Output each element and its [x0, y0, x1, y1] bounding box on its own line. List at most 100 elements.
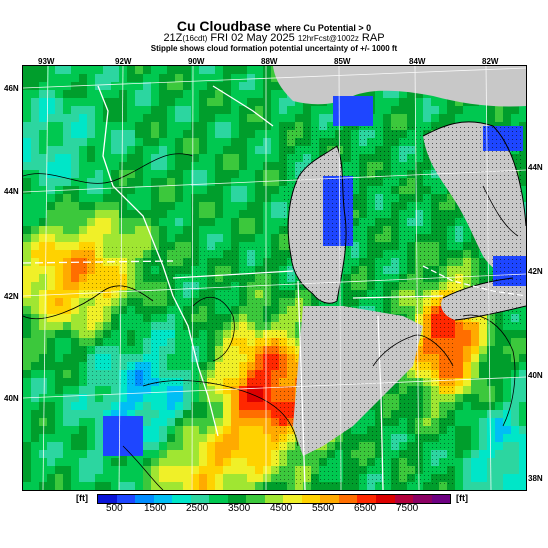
grid-cell [127, 130, 135, 138]
grid-cell [471, 402, 479, 410]
grid-cell [39, 90, 47, 98]
grid-cell [111, 82, 119, 90]
grid-cell [207, 226, 215, 234]
grid-cell [503, 106, 511, 114]
grid-cell [519, 330, 526, 338]
grid-cell [223, 74, 231, 82]
grid-cell [79, 234, 87, 242]
grid-cell [63, 218, 71, 226]
grid-cell [39, 322, 47, 330]
grid-cell [119, 106, 127, 114]
grid-cell [223, 138, 231, 146]
grid-cell [47, 210, 55, 218]
grid-cell [47, 234, 55, 242]
grid-cell [31, 90, 39, 98]
grid-cell [111, 122, 119, 130]
grid-cell [271, 186, 279, 194]
grid-cell [239, 442, 247, 450]
grid-cell [167, 178, 175, 186]
grid-cell [31, 450, 39, 458]
grid-cell [87, 474, 95, 482]
grid-cell [111, 130, 119, 138]
grid-cell [175, 98, 183, 106]
grid-cell [503, 330, 511, 338]
contour [122, 445, 164, 490]
grid-cell [511, 418, 519, 426]
grid-cell [375, 90, 383, 98]
grid-cell [87, 90, 95, 98]
grid-cell [79, 386, 87, 394]
colorbar [97, 494, 451, 504]
grid-cell [79, 442, 87, 450]
grid-cell [263, 218, 271, 226]
grid-cell [167, 138, 175, 146]
grid-cell [23, 74, 31, 82]
grid-cell [263, 466, 271, 474]
grid-cell [471, 474, 479, 482]
mi-oh-border [352, 295, 444, 299]
grid-cell [175, 450, 183, 458]
grid-cell [287, 106, 295, 114]
grid-cell [71, 314, 79, 322]
grid-cell [223, 66, 231, 74]
grid-cell [95, 418, 103, 426]
grid-cell [119, 186, 127, 194]
grid-cell [231, 410, 239, 418]
grid-cell [263, 90, 271, 98]
grid-cell [167, 458, 175, 466]
grid-cell [39, 242, 47, 250]
grid-cell [239, 82, 247, 90]
grid-cell [55, 418, 63, 426]
grid-cell [263, 122, 271, 130]
grid-cell [183, 154, 191, 162]
grid-cell [247, 194, 255, 202]
grid-cell [143, 394, 151, 402]
grid-cell [183, 418, 191, 426]
grid-cell [87, 418, 95, 426]
grid-cell [111, 386, 119, 394]
grid-cell [271, 114, 279, 122]
grid-cell [151, 178, 159, 186]
grid-cell [183, 170, 191, 178]
grid-cell [231, 170, 239, 178]
lon-label: 85W [334, 57, 351, 66]
grid-cell [463, 426, 471, 434]
grid-cell [63, 362, 71, 370]
grid-cell [231, 386, 239, 394]
grid-cell [503, 346, 511, 354]
grid-cell [175, 418, 183, 426]
grid-cell [511, 378, 519, 386]
grid-cell [159, 106, 167, 114]
grid-cell [31, 82, 39, 90]
grid-cell [39, 410, 47, 418]
grid-cell [135, 138, 143, 146]
grid-cell [143, 466, 151, 474]
grid-cell [103, 178, 111, 186]
grid-cell [199, 386, 207, 394]
grid-cell [39, 114, 47, 122]
grid-cell [119, 474, 127, 482]
colorbar-swatch [264, 495, 284, 503]
grid-cell [479, 106, 487, 114]
grid-cell [135, 458, 143, 466]
grid-cell [231, 218, 239, 226]
grid-cell [159, 474, 167, 482]
grid-cell [159, 410, 167, 418]
grid-cell [455, 458, 463, 466]
graticule-line [23, 67, 526, 89]
grid-cell [111, 226, 119, 234]
grid-cell [263, 138, 271, 146]
grid-cell [191, 418, 199, 426]
grid-cell [215, 458, 223, 466]
grid-cell [215, 218, 223, 226]
grid-cell [495, 362, 503, 370]
grid-cell [495, 434, 503, 442]
grid-cell [255, 82, 263, 90]
grid-cell [239, 234, 247, 242]
grid-cell [271, 130, 279, 138]
lat-label: 40N [528, 371, 543, 380]
grid-cell [23, 194, 31, 202]
grid-cell [39, 282, 47, 290]
grid-cell [55, 154, 63, 162]
grid-cell [39, 338, 47, 346]
